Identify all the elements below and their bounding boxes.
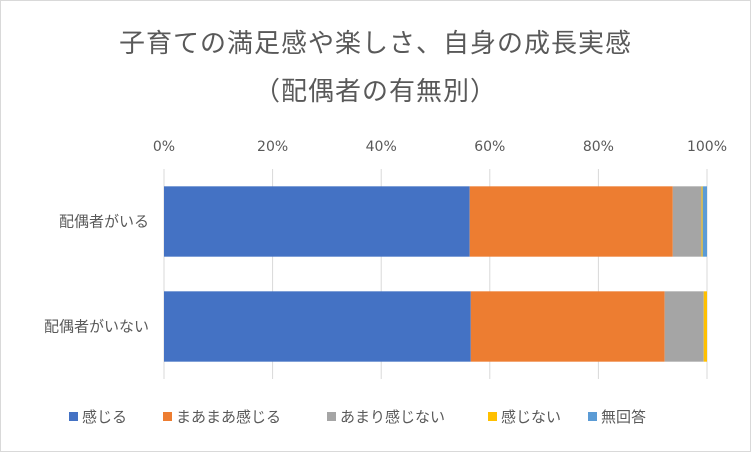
legend-label: 感じない: [501, 408, 561, 426]
legend-swatch: [488, 412, 497, 421]
bar-segment: [664, 291, 704, 362]
legend-swatch: [163, 412, 172, 421]
legend-swatch: [327, 412, 336, 421]
category-label: 配偶者がいない: [44, 318, 149, 336]
category-label: 配偶者がいる: [59, 213, 149, 231]
bar-segment: [470, 291, 665, 362]
x-tick-label: 0%: [153, 139, 175, 155]
bar-segment: [164, 291, 471, 362]
x-tick-label: 80%: [583, 139, 614, 155]
legend-label: まあまあ感じる: [176, 408, 281, 426]
legend-swatch: [588, 412, 597, 421]
chart-subtitle: （配偶者の有無別）: [253, 77, 497, 107]
x-tick-label: 60%: [474, 139, 505, 155]
legend-label: 感じる: [82, 408, 127, 426]
bar-segment: [702, 186, 707, 257]
legend-label: あまり感じない: [340, 408, 445, 426]
bar-segment: [701, 186, 703, 257]
x-tick-label: 20%: [257, 139, 288, 155]
legend-swatch: [69, 412, 78, 421]
bar-segment: [672, 186, 702, 257]
bar-segment: [164, 186, 470, 257]
bar-segment: [469, 186, 673, 257]
x-tick-label: 40%: [366, 139, 397, 155]
x-tick-label: 100%: [687, 139, 727, 155]
bar-segment: [703, 291, 707, 362]
legend-label: 無回答: [601, 408, 646, 426]
chart-title: 子育ての満足感や楽しさ、自身の成長実感: [118, 29, 632, 59]
